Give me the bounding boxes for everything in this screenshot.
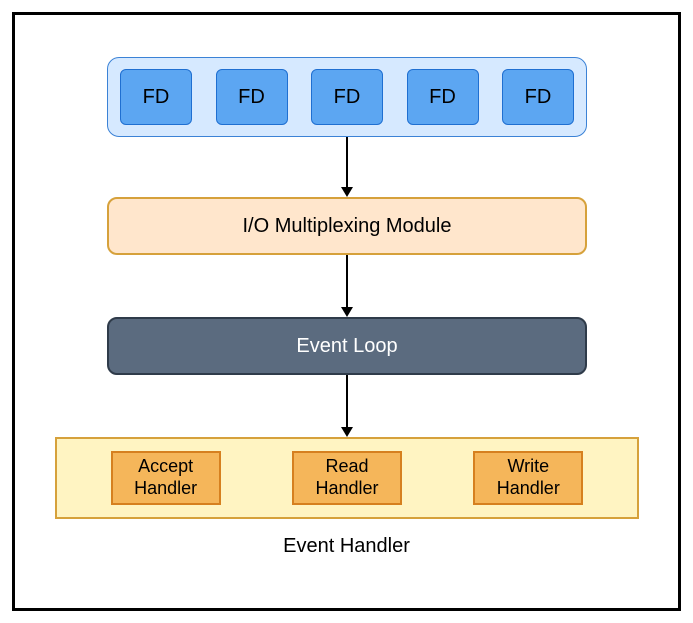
fd-label: FD — [238, 86, 265, 109]
fd-label: FD — [143, 86, 170, 109]
mux-box: I/O Multiplexing Module — [107, 197, 587, 255]
write-handler-box: Write Handler — [473, 451, 583, 505]
arrow-head-icon — [341, 427, 353, 437]
arrow — [341, 137, 353, 197]
arrow — [341, 255, 353, 317]
arrow-line — [346, 255, 348, 307]
handler-label: Read Handler — [315, 456, 378, 499]
event-loop-label: Event Loop — [296, 335, 397, 358]
arrow-head-icon — [341, 307, 353, 317]
fd-box: FD — [502, 69, 574, 125]
caption: Event Handler — [15, 535, 678, 558]
fd-box: FD — [216, 69, 288, 125]
arrow — [341, 375, 353, 437]
fd-label: FD — [525, 86, 552, 109]
diagram-frame: FD FD FD FD FD I/O Multiplexing Module E… — [12, 12, 681, 611]
event-loop-box: Event Loop — [107, 317, 587, 375]
read-handler-box: Read Handler — [292, 451, 402, 505]
arrow-line — [346, 375, 348, 427]
fd-box: FD — [120, 69, 192, 125]
fd-label: FD — [429, 86, 456, 109]
fd-box: FD — [407, 69, 479, 125]
fd-label: FD — [334, 86, 361, 109]
handler-label: Accept Handler — [134, 456, 197, 499]
mux-label: I/O Multiplexing Module — [243, 215, 452, 238]
fd-container: FD FD FD FD FD — [107, 57, 587, 137]
accept-handler-box: Accept Handler — [111, 451, 221, 505]
handler-label: Write Handler — [497, 456, 560, 499]
handler-container: Accept Handler Read Handler Write Handle… — [55, 437, 639, 519]
arrow-head-icon — [341, 187, 353, 197]
fd-box: FD — [311, 69, 383, 125]
arrow-line — [346, 137, 348, 187]
